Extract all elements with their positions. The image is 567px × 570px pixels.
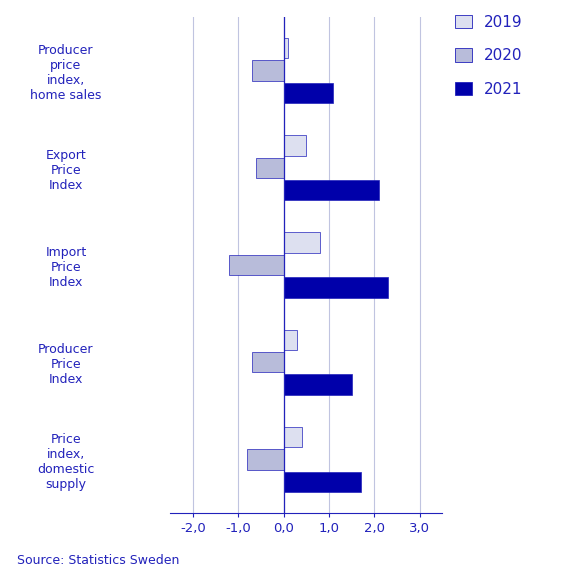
Bar: [284, 83, 333, 103]
Bar: [284, 329, 297, 350]
Bar: [252, 352, 284, 373]
Bar: [284, 135, 306, 156]
Bar: [284, 472, 361, 492]
Bar: [252, 60, 284, 81]
Bar: [284, 38, 288, 58]
Bar: [284, 427, 302, 447]
Bar: [229, 255, 284, 275]
Bar: [284, 277, 388, 298]
Bar: [284, 233, 320, 253]
Bar: [247, 449, 284, 470]
Legend: 2019, 2020, 2021: 2019, 2020, 2021: [455, 15, 523, 97]
Bar: [256, 157, 284, 178]
Bar: [284, 374, 352, 395]
Text: Source: Statistics Sweden: Source: Statistics Sweden: [17, 554, 179, 567]
Bar: [284, 180, 379, 201]
